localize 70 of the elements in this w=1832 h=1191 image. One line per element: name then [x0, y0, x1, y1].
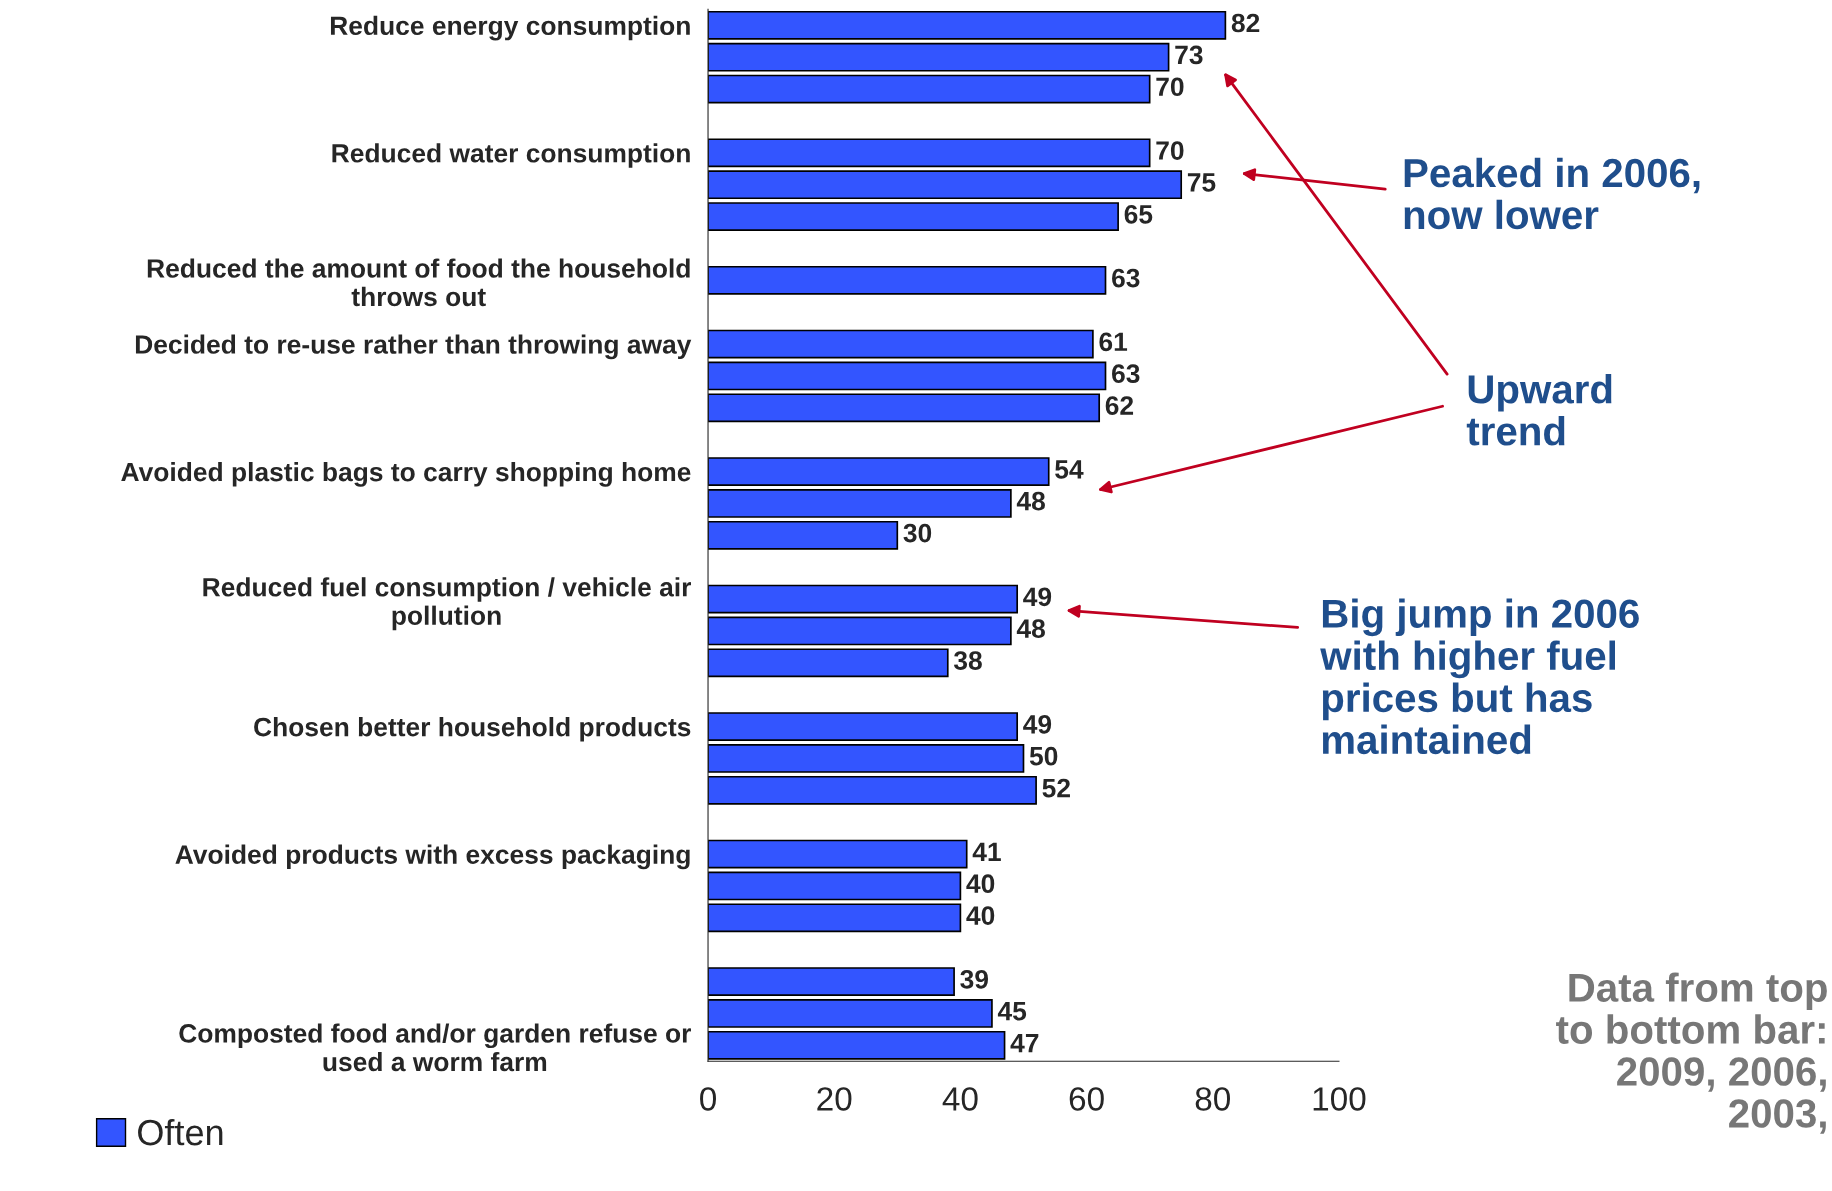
data-label: 49 [1023, 587, 1052, 607]
text: Peaked in 2006, now lower [1404, 157, 1700, 230]
bar [708, 393, 1101, 423]
y-tick-label: Decided to re-use rather than throwing away [135, 334, 692, 360]
y-tick-label: Reduce energy consumption [330, 15, 690, 41]
annotation: Big jump in 2006 with higher fuel prices but has maintained [1320, 598, 1639, 755]
y-tick-label: Avoided products with excess packaging [175, 844, 690, 870]
text: Data from top to bottom bar: 2009, 2006, 2003, [1556, 972, 1827, 1134]
data-label: 62 [1105, 396, 1134, 415]
y-tick-label: Avoided plastic bags to carry shopping home [121, 461, 691, 487]
x-tick-label: 20 [817, 1087, 852, 1111]
bar [708, 265, 1107, 295]
bar [708, 1030, 1006, 1060]
bar [708, 712, 1019, 741]
y-tick-label: Chosen better household products [254, 717, 691, 742]
bar [708, 616, 1012, 646]
bar [708, 839, 968, 869]
bar [708, 967, 955, 996]
bar [708, 584, 1019, 614]
x-tick-label: 60 [1069, 1087, 1104, 1111]
data-label: 41 [972, 842, 1001, 861]
bar [708, 361, 1107, 391]
data-label: 70 [1156, 141, 1184, 160]
data-label: 38 [953, 651, 982, 670]
data-label: 61 [1099, 332, 1128, 352]
bar [708, 138, 1151, 168]
data-label: 45 [997, 1002, 1027, 1021]
bar [708, 744, 1025, 773]
data-label: 52 [1042, 778, 1070, 798]
data-label: 47 [1010, 1034, 1039, 1053]
bar [708, 520, 899, 550]
bar [708, 999, 993, 1028]
data-label: 48 [1016, 619, 1045, 639]
y-tick-label: Reduced fuel consumption / vehicle air pollution [203, 577, 691, 631]
data-label: 82 [1231, 13, 1260, 33]
data-label: 65 [1124, 204, 1153, 224]
data-label: 40 [966, 874, 995, 894]
bar [708, 329, 1094, 359]
data-label: 39 [960, 969, 989, 989]
data-label: 54 [1055, 460, 1084, 479]
bar [708, 871, 962, 901]
data-label: 30 [903, 523, 932, 543]
legend-label: Often [138, 1118, 223, 1146]
data-label: 63 [1112, 268, 1140, 288]
data-label: 49 [1023, 714, 1052, 734]
x-tick-label: 100 [1313, 1087, 1366, 1111]
bar [708, 457, 1050, 486]
data-label: 70 [1156, 77, 1184, 97]
bar [708, 903, 962, 933]
data-label: 75 [1187, 173, 1216, 192]
bar [708, 775, 1037, 805]
data-label: 73 [1175, 45, 1203, 65]
y-tick-label: Reduced water consumption [332, 143, 690, 168]
x-tick-label: 0 [700, 1087, 716, 1111]
text: Upward trend [1466, 374, 1612, 446]
x-tick-label: 80 [1195, 1087, 1230, 1111]
bar [708, 170, 1183, 200]
y-tick-label: Reduced the amount of food the household throws out [147, 258, 690, 307]
data-label: 50 [1029, 746, 1058, 766]
data-label: 40 [966, 906, 995, 925]
y-tick-label: Composted food and/or garden refuse or used a worm farm [179, 1023, 691, 1072]
bar [708, 489, 1012, 518]
bar [708, 202, 1119, 231]
bar [708, 10, 1227, 40]
bar [708, 74, 1151, 104]
bar [708, 42, 1170, 72]
bar [708, 648, 949, 678]
data-label: 63 [1112, 364, 1140, 384]
x-tick-label: 40 [942, 1087, 978, 1111]
data-label: 48 [1016, 491, 1045, 511]
